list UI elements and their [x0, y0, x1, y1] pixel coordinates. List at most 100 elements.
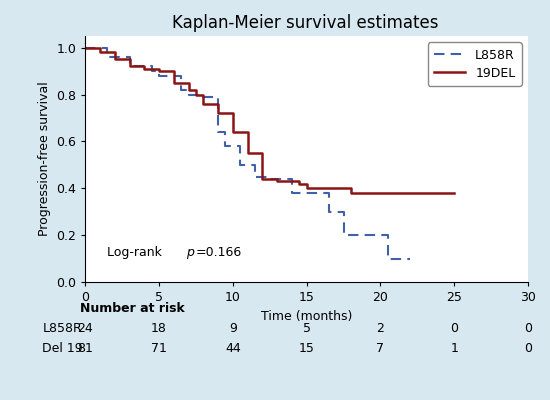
X-axis label: Time (months): Time (months) [261, 310, 353, 322]
Text: 81: 81 [78, 342, 93, 355]
L858R [112, 55, 118, 60]
19DEL [244, 151, 251, 156]
19DEL [259, 151, 266, 156]
19DEL [141, 66, 147, 71]
Text: 71: 71 [151, 342, 167, 355]
L858R [340, 209, 347, 214]
19DEL [296, 181, 303, 186]
L858R [126, 64, 133, 69]
19DEL [192, 88, 199, 92]
L858R [156, 74, 162, 78]
Text: 15: 15 [299, 342, 315, 355]
L858R [384, 256, 391, 261]
L858R [244, 162, 251, 167]
19DEL [377, 190, 384, 195]
L858R [200, 92, 207, 97]
19DEL [200, 102, 207, 106]
L858R [326, 209, 332, 214]
19DEL [185, 80, 192, 85]
L858R [252, 174, 258, 179]
L858R [82, 45, 89, 50]
19DEL [229, 111, 236, 116]
L858R [340, 233, 347, 238]
19DEL [451, 190, 458, 195]
Text: Del 19: Del 19 [42, 342, 82, 355]
L858R [266, 176, 273, 181]
19DEL [304, 181, 310, 186]
L858R [244, 162, 251, 167]
L858R [289, 176, 295, 181]
Text: =0.166: =0.166 [196, 246, 242, 259]
L858R [185, 88, 192, 92]
L858R [178, 88, 184, 92]
Text: 5: 5 [302, 322, 311, 335]
L858R [304, 190, 310, 195]
L858R [252, 162, 258, 167]
L858R [355, 233, 361, 238]
19DEL [274, 179, 280, 184]
L858R [148, 69, 155, 74]
L858R [384, 233, 391, 238]
L858R [289, 190, 295, 195]
Y-axis label: Progression-free survival: Progression-free survival [37, 82, 51, 236]
Text: 1: 1 [450, 342, 458, 355]
19DEL [192, 92, 199, 97]
Legend: L858R, 19DEL: L858R, 19DEL [428, 42, 522, 86]
L858R [406, 256, 413, 261]
L858R [326, 190, 332, 195]
19DEL [214, 102, 221, 106]
Text: 0: 0 [524, 342, 532, 355]
Text: Log-rank: Log-rank [107, 246, 166, 259]
19DEL [451, 190, 458, 195]
L858R [178, 74, 184, 78]
19DEL [141, 64, 147, 69]
L858R [214, 94, 221, 99]
Text: p: p [185, 246, 194, 259]
19DEL [126, 57, 133, 62]
Line: 19DEL: 19DEL [85, 48, 454, 193]
Text: 0: 0 [524, 322, 532, 335]
L858R [200, 94, 207, 99]
19DEL [89, 45, 96, 50]
Line: L858R: L858R [85, 48, 410, 258]
19DEL [170, 80, 177, 85]
L858R [237, 144, 244, 148]
19DEL [97, 50, 103, 55]
L858R [222, 130, 229, 134]
L858R [97, 45, 103, 50]
L858R [141, 64, 147, 69]
Text: 7: 7 [376, 342, 384, 355]
L858R [222, 144, 229, 148]
19DEL [126, 64, 133, 69]
L858R [237, 162, 244, 167]
19DEL [185, 88, 192, 92]
L858R [148, 64, 155, 69]
19DEL [244, 130, 251, 134]
L858R [406, 256, 413, 261]
19DEL [348, 186, 354, 191]
L858R [266, 174, 273, 179]
19DEL [200, 92, 207, 97]
L858R [163, 74, 170, 78]
L858R [141, 64, 147, 69]
19DEL [112, 57, 118, 62]
19DEL [296, 179, 303, 184]
L858R [104, 55, 111, 60]
L858R [304, 190, 310, 195]
19DEL [259, 176, 266, 181]
Text: 9: 9 [229, 322, 236, 335]
Text: Kaplan-Meier survival estimates: Kaplan-Meier survival estimates [172, 14, 438, 32]
19DEL [304, 186, 310, 191]
L858R [97, 45, 103, 50]
L858R [163, 74, 170, 78]
19DEL [274, 176, 280, 181]
19DEL [89, 45, 96, 50]
L858R [126, 55, 133, 60]
19DEL [348, 190, 354, 195]
L858R [355, 233, 361, 238]
19DEL [214, 111, 221, 116]
L858R [185, 92, 192, 97]
L858R [214, 130, 221, 134]
Text: 18: 18 [151, 322, 167, 335]
19DEL [82, 45, 89, 50]
